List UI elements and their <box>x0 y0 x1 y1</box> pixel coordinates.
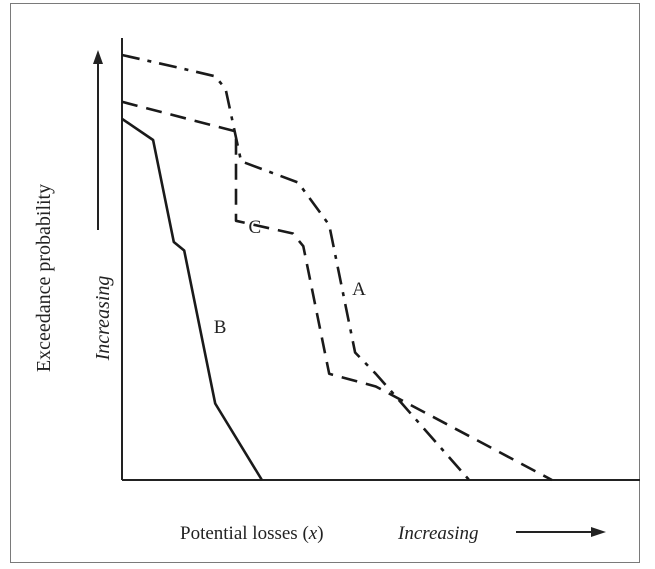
series-line-a <box>121 53 471 481</box>
series-line-b <box>121 117 264 481</box>
x-axis-label-close: ) <box>317 523 323 544</box>
y-direction-label: Increasing <box>92 276 114 362</box>
y-axis-label: Exceedance probability <box>33 184 55 372</box>
series-line-c <box>121 100 553 482</box>
x-direction-label: Increasing <box>397 523 479 544</box>
series-label-b: B <box>214 317 227 338</box>
x-direction-arrowhead <box>591 527 606 537</box>
series-label-c: C <box>249 217 262 238</box>
y-direction-arrowhead <box>93 50 103 64</box>
x-axis-label-variable: x <box>308 523 318 544</box>
x-axis-label: Potential losses (x) <box>180 523 324 544</box>
x-axis-label-main: Potential losses ( <box>180 523 309 544</box>
series-label-a: A <box>352 279 366 300</box>
